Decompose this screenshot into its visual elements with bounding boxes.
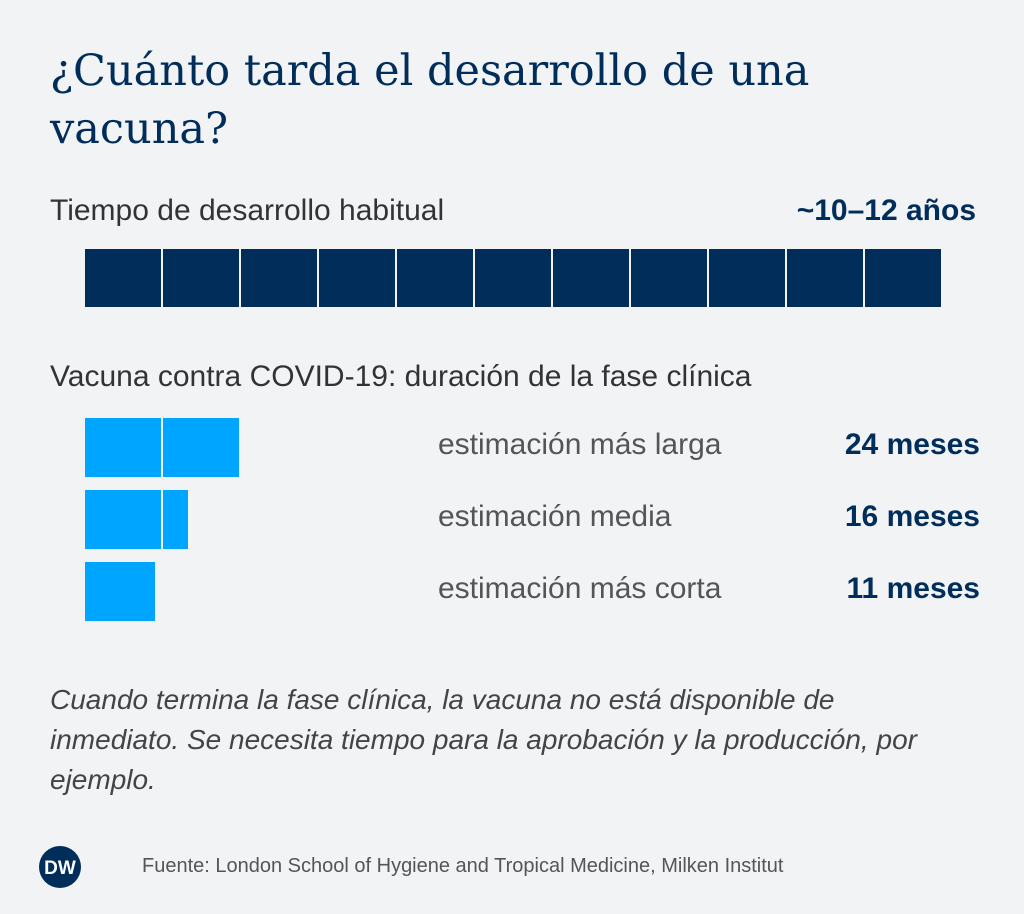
habitual-segment bbox=[397, 249, 473, 307]
source-text: Fuente: London School of Hygiene and Tro… bbox=[142, 855, 784, 877]
covid-category-label: estimación más larga bbox=[438, 428, 722, 461]
covid-value-label: 16 meses bbox=[844, 500, 980, 533]
covid-category-label: estimación media bbox=[438, 500, 672, 533]
covid-bar-segment bbox=[85, 418, 161, 477]
covid-bar-segment bbox=[85, 490, 161, 549]
covid-value-label: 24 meses bbox=[844, 428, 980, 461]
habitual-label: Tiempo de desarrollo habitual bbox=[50, 194, 445, 227]
habitual-segment bbox=[709, 249, 785, 307]
covid-bar-segment bbox=[85, 562, 155, 621]
habitual-segment bbox=[865, 249, 941, 307]
dw-logo: DW bbox=[39, 846, 81, 888]
habitual-segment bbox=[787, 249, 863, 307]
covid-subtitle: Vacuna contra COVID-19: duración de la f… bbox=[50, 360, 752, 393]
covid-category-label: estimación más corta bbox=[438, 572, 722, 605]
habitual-segment bbox=[241, 249, 317, 307]
covid-bar-segment bbox=[163, 418, 239, 477]
habitual-segment bbox=[553, 249, 629, 307]
dw-logo-text: DW bbox=[44, 858, 76, 879]
habitual-segment bbox=[475, 249, 551, 307]
footnote: Cuando termina la fase clínica, la vacun… bbox=[50, 684, 917, 795]
habitual-segment bbox=[631, 249, 707, 307]
habitual-segment bbox=[319, 249, 395, 307]
habitual-segment bbox=[163, 249, 239, 307]
habitual-value-label: ~10–12 años bbox=[796, 194, 976, 227]
habitual-segment bbox=[85, 249, 161, 307]
chart-title: ¿Cuánto tarda el desarrollo de una vacun… bbox=[50, 46, 810, 154]
habitual-bar bbox=[85, 249, 951, 307]
covid-bar-segment bbox=[163, 490, 189, 549]
covid-value-label: 11 meses bbox=[846, 572, 980, 605]
